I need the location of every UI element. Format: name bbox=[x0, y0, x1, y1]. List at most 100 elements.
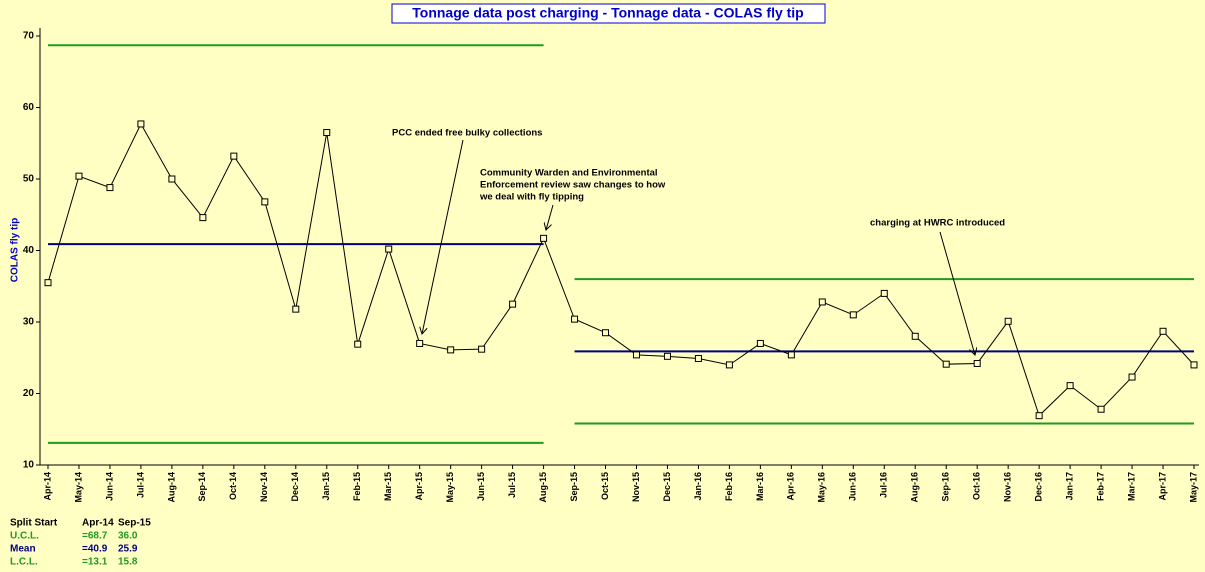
data-point bbox=[137, 120, 145, 128]
x-tick-label: May-17 bbox=[1188, 472, 1198, 503]
x-tick-label: Aug-15 bbox=[538, 472, 548, 503]
x-tick-label: Jun-14 bbox=[104, 472, 114, 501]
data-point bbox=[725, 361, 733, 369]
annotation-arrow bbox=[422, 139, 464, 334]
table-value: 36.0 bbox=[118, 531, 138, 542]
annotation: PCC ended free bulky collections bbox=[392, 128, 542, 139]
data-point bbox=[509, 300, 517, 308]
data-point bbox=[1128, 373, 1136, 381]
x-tick-label: Mar-15 bbox=[383, 472, 393, 501]
table-split-start: Sep-15 bbox=[118, 518, 151, 529]
table-value: =68.7 bbox=[82, 531, 108, 542]
annotation: Enforcement review saw changes to how bbox=[480, 180, 666, 191]
x-tick-label: Jun-16 bbox=[848, 472, 858, 501]
data-point bbox=[880, 289, 888, 297]
annotation: Community Warden and Environmental bbox=[480, 168, 658, 179]
annotation: charging at HWRC introduced bbox=[870, 218, 1005, 229]
data-point bbox=[354, 340, 362, 348]
x-tick-label: Apr-14 bbox=[42, 472, 52, 501]
x-tick-label: Jan-17 bbox=[1064, 472, 1074, 501]
x-tick-label: Oct-15 bbox=[600, 472, 610, 500]
x-tick-label: Mar-17 bbox=[1126, 472, 1136, 501]
data-point bbox=[292, 305, 300, 313]
x-tick-label: Jan-16 bbox=[693, 472, 703, 501]
data-line bbox=[47, 122, 1195, 417]
x-tick-label: Sep-15 bbox=[569, 472, 579, 502]
x-tick-label: May-16 bbox=[817, 472, 827, 503]
data-point bbox=[571, 315, 579, 323]
table-row-name: L.C.L. bbox=[10, 557, 38, 568]
table-value: =13.1 bbox=[82, 557, 108, 568]
x-tick-label: Feb-15 bbox=[352, 472, 362, 501]
chart-title: Tonnage data post charging - Tonnage dat… bbox=[412, 5, 804, 21]
data-point bbox=[1004, 317, 1012, 325]
x-tick-label: Sep-14 bbox=[197, 472, 207, 502]
data-point bbox=[1035, 412, 1043, 420]
y-tick-label: 20 bbox=[23, 388, 35, 399]
x-tick-label: Apr-16 bbox=[786, 472, 796, 501]
title-box bbox=[391, 3, 826, 24]
y-tick-label: 70 bbox=[23, 31, 35, 42]
y-tick-label: 50 bbox=[23, 174, 35, 185]
annotation-arrow bbox=[546, 204, 554, 230]
data-point bbox=[168, 175, 176, 183]
data-point bbox=[540, 234, 548, 242]
data-point bbox=[416, 339, 424, 347]
data-point bbox=[44, 279, 52, 287]
data-point bbox=[230, 152, 238, 160]
x-tick-label: Sep-16 bbox=[941, 472, 951, 502]
x-tick-label: Jan-15 bbox=[321, 472, 331, 501]
table-value: =40.9 bbox=[82, 544, 108, 555]
annotation-arrow bbox=[939, 231, 975, 355]
data-point bbox=[1190, 361, 1198, 369]
y-tick-label: 10 bbox=[23, 460, 35, 471]
data-point bbox=[1097, 405, 1105, 413]
table-header: Split Start bbox=[10, 518, 58, 529]
x-tick-label: Jul-14 bbox=[135, 472, 145, 498]
x-tick-label: Feb-16 bbox=[724, 472, 734, 501]
data-point bbox=[818, 298, 826, 306]
data-point bbox=[1066, 382, 1074, 390]
x-tick-label: May-14 bbox=[73, 472, 83, 503]
x-tick-label: Nov-16 bbox=[1003, 472, 1013, 502]
x-tick-label: Mar-16 bbox=[755, 472, 765, 501]
data-point bbox=[973, 359, 981, 367]
data-point bbox=[942, 360, 950, 368]
data-point bbox=[199, 214, 207, 222]
x-tick-label: Jul-15 bbox=[507, 472, 517, 498]
x-tick-label: Nov-15 bbox=[631, 472, 641, 502]
data-point bbox=[911, 332, 919, 340]
data-point bbox=[756, 339, 764, 347]
data-point bbox=[632, 351, 640, 359]
x-tick-label: Jul-16 bbox=[879, 472, 889, 498]
y-tick-label: 30 bbox=[23, 317, 35, 328]
table-split-start: Apr-14 bbox=[82, 518, 114, 529]
data-point bbox=[478, 345, 486, 353]
table-row-name: U.C.L. bbox=[10, 531, 39, 542]
x-tick-label: Dec-15 bbox=[662, 472, 672, 502]
data-point bbox=[663, 352, 671, 360]
x-tick-label: Jun-15 bbox=[476, 472, 486, 501]
table-row-name: Mean bbox=[10, 544, 36, 555]
y-axis-label: COLAS fly tip bbox=[10, 218, 21, 282]
x-tick-label: Feb-17 bbox=[1095, 472, 1105, 501]
x-tick-label: Aug-14 bbox=[166, 472, 176, 503]
x-tick-label: May-15 bbox=[445, 472, 455, 503]
data-point bbox=[787, 351, 795, 359]
table-value: 15.8 bbox=[118, 557, 138, 568]
data-point bbox=[261, 198, 269, 206]
x-tick-label: Apr-17 bbox=[1157, 472, 1167, 501]
data-point bbox=[323, 129, 331, 137]
data-point bbox=[106, 184, 114, 192]
x-tick-label: Apr-15 bbox=[414, 472, 424, 501]
data-point bbox=[75, 172, 83, 180]
x-tick-label: Dec-14 bbox=[290, 472, 300, 502]
y-tick-label: 60 bbox=[23, 102, 35, 113]
x-tick-label: Dec-16 bbox=[1034, 472, 1044, 502]
y-tick-label: 40 bbox=[23, 245, 35, 256]
data-point bbox=[694, 354, 702, 362]
table-value: 25.9 bbox=[118, 544, 138, 555]
x-tick-label: Oct-14 bbox=[228, 472, 238, 500]
